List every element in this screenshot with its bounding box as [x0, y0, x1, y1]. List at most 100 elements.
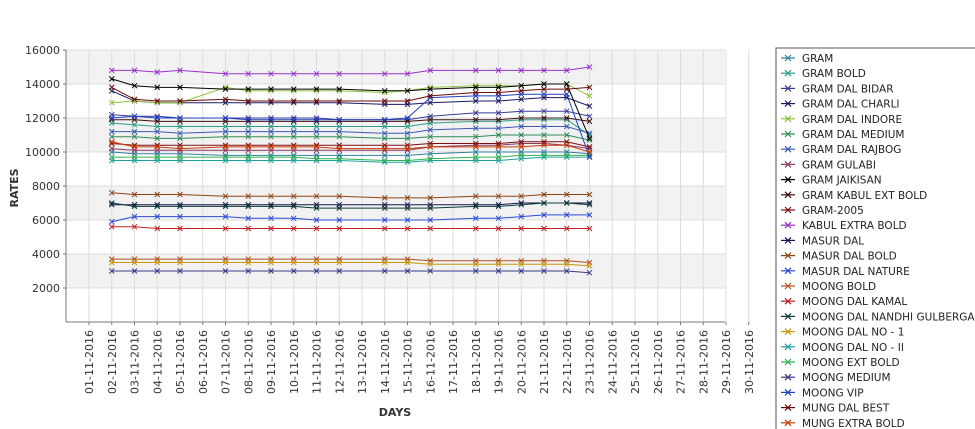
- data-point: [131, 268, 138, 274]
- data-point: [290, 128, 297, 135]
- data-point: [154, 115, 161, 121]
- data-point: [290, 193, 297, 200]
- legend-label: MASUR DAL NATURE: [802, 266, 910, 278]
- y-tick-labels: 2000 4000 6000 8000 10000 12000 14000 16000: [25, 44, 66, 295]
- data-point: [404, 268, 411, 274]
- data-point: [518, 138, 525, 145]
- legend-marker: [784, 145, 792, 153]
- data-point: [563, 212, 570, 218]
- data-point: [472, 89, 479, 96]
- x-tick-label: 17-11-2016: [447, 330, 460, 394]
- data-point: [518, 82, 525, 89]
- data-point: [472, 84, 479, 91]
- data-point: [586, 84, 593, 91]
- data-point: [108, 223, 115, 230]
- data-point: [313, 128, 320, 135]
- data-point: [495, 154, 502, 160]
- x-tick-label: 01-11-2016: [83, 330, 96, 394]
- legend-item: MUNG EXTRA BOLD: [781, 418, 905, 429]
- data-point: [586, 118, 593, 125]
- x-tick-label: 10-11-2016: [288, 330, 301, 394]
- data-point: [131, 133, 138, 140]
- data-point: [404, 225, 411, 232]
- data-point: [404, 98, 411, 104]
- data-point: [404, 145, 411, 152]
- data-point: [518, 193, 525, 200]
- data-point: [154, 84, 161, 91]
- y-tick-label: 16000: [25, 44, 60, 57]
- data-point: [290, 70, 297, 77]
- series-gram-dal-medium: [108, 132, 593, 143]
- x-tick-label: 23-11-2016: [584, 330, 597, 394]
- data-point: [222, 128, 229, 135]
- data-point: [563, 108, 570, 115]
- data-point: [290, 116, 297, 123]
- data-point: [404, 152, 411, 159]
- legend-label: MUNG DAL BEST: [802, 403, 890, 415]
- data-point: [563, 86, 570, 92]
- legend-marker: [784, 312, 792, 320]
- data-point: [427, 150, 434, 157]
- legend-marker: [784, 115, 792, 123]
- data-point: [518, 201, 525, 208]
- data-point: [541, 142, 547, 149]
- data-point: [586, 269, 593, 276]
- data-point: [381, 268, 388, 274]
- series-kabul-extra-bold: [108, 64, 593, 77]
- data-point: [108, 200, 115, 206]
- data-point: [541, 81, 547, 87]
- data-point: [586, 225, 593, 232]
- data-point: [245, 86, 252, 92]
- series-mung-dal-best: [108, 84, 593, 104]
- data-point: [222, 123, 229, 130]
- data-point: [472, 67, 479, 74]
- data-point: [290, 86, 297, 92]
- data-point: [586, 201, 593, 208]
- data-point: [222, 225, 229, 232]
- data-point: [268, 193, 274, 200]
- legend-label: GRAM GULABI: [802, 159, 876, 171]
- data-point: [268, 215, 274, 222]
- data-point: [586, 93, 593, 99]
- data-point: [154, 154, 161, 160]
- data-point: [222, 154, 229, 160]
- legend-label: MOONG BOLD: [802, 281, 876, 293]
- data-point: [541, 123, 547, 130]
- data-point: [290, 268, 297, 274]
- series-moong-dal-kamal: [108, 223, 593, 232]
- legend-item: MOONG DAL NO - II: [781, 342, 904, 354]
- series-moong-dal-nandhi-gulberga: [108, 200, 593, 211]
- data-point: [313, 259, 320, 266]
- legend-item: MOONG BOLD: [781, 281, 876, 293]
- y-tick-label: 2000: [32, 282, 60, 295]
- data-point: [586, 144, 593, 150]
- data-point: [381, 152, 388, 159]
- data-point: [336, 225, 343, 232]
- x-tick-label: 06-11-2016: [197, 330, 210, 394]
- data-point: [427, 116, 434, 123]
- data-point: [154, 203, 161, 210]
- data-point: [495, 98, 502, 104]
- legend-marker: [784, 84, 792, 92]
- data-point: [131, 67, 138, 74]
- data-point: [245, 98, 252, 104]
- data-point: [131, 154, 138, 160]
- legend-marker: [784, 343, 792, 351]
- legend-marker: [784, 373, 792, 381]
- data-point: [154, 191, 161, 198]
- legend-marker: [784, 176, 792, 184]
- data-point: [177, 191, 183, 198]
- x-tick-label: 11-11-2016: [311, 330, 324, 394]
- x-tick-label: 25-11-2016: [629, 330, 642, 394]
- legend-label: GRAM KABUL EXT BOLD: [802, 190, 927, 202]
- data-point: [495, 116, 502, 123]
- data-point: [427, 225, 434, 232]
- data-point: [586, 212, 593, 218]
- legend-item: GRAM DAL INDORE: [781, 114, 902, 126]
- data-point: [472, 125, 479, 132]
- x-tick-label: 05-11-2016: [174, 330, 187, 394]
- data-point: [268, 133, 274, 140]
- data-point: [131, 223, 138, 230]
- x-tick-label: 04-11-2016: [151, 330, 164, 394]
